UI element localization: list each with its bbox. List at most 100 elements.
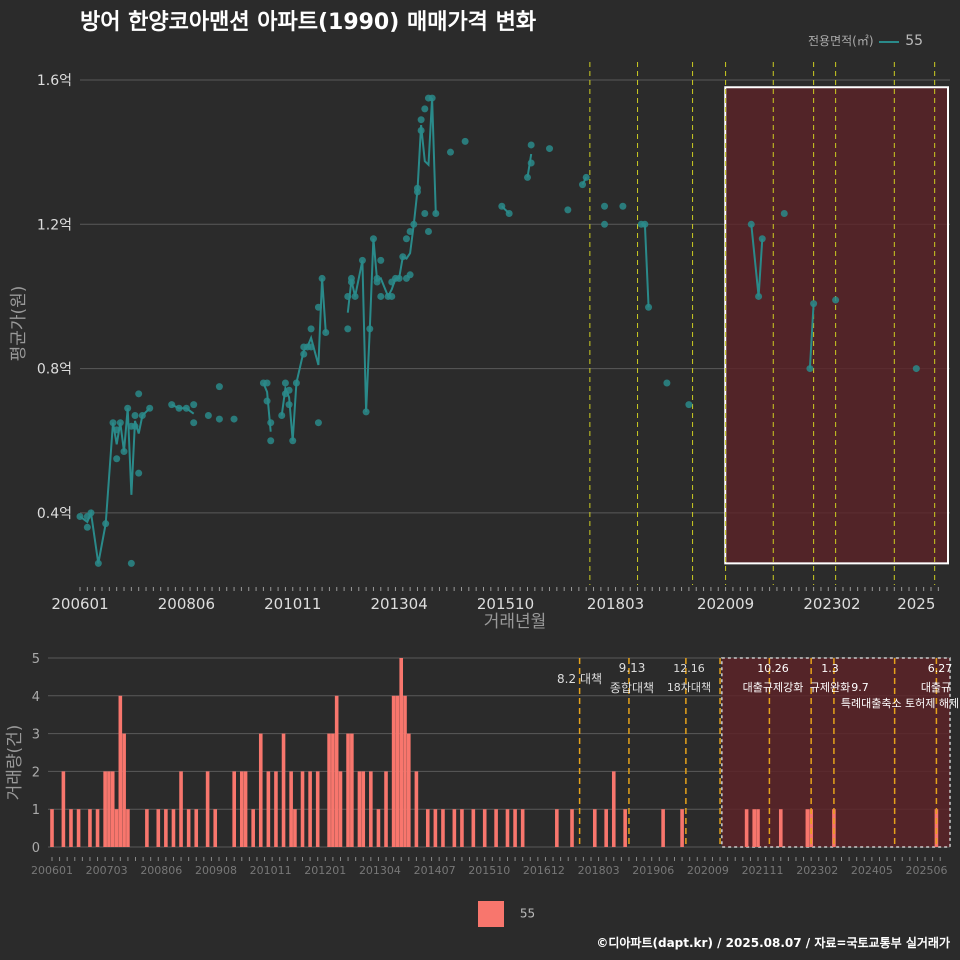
y-tick-label: 1.2억 <box>37 217 72 233</box>
volume-bar <box>592 809 597 847</box>
x-tick-label-bottom: 201407 <box>414 864 456 877</box>
legend-top: 전용면적(㎡) 55 <box>808 32 923 49</box>
price-point <box>601 220 609 228</box>
price-point <box>388 292 396 300</box>
volume-bar <box>251 809 255 847</box>
price-point <box>135 469 143 477</box>
price-point <box>406 228 414 236</box>
price-point <box>289 437 297 445</box>
volume-bar <box>213 809 218 847</box>
volume-bar <box>680 809 684 847</box>
x-tick-label: 201011 <box>264 595 321 613</box>
annotation-date: 6.27 <box>928 662 953 675</box>
volume-bar <box>300 771 305 847</box>
price-point <box>351 292 359 300</box>
x-tick-label: 201510 <box>477 595 534 613</box>
volume-bar <box>76 809 81 847</box>
annotation-date: 9.7 <box>851 681 869 694</box>
price-point <box>135 390 143 398</box>
x-tick-label-bottom: 201304 <box>359 864 401 877</box>
volume-bar <box>425 809 430 847</box>
price-point <box>278 411 286 419</box>
volume-bar <box>205 771 210 847</box>
y-tick-label: 0.4억 <box>37 506 72 522</box>
x-tick-label-bottom: 200908 <box>195 864 237 877</box>
price-point <box>377 292 385 300</box>
price-point <box>810 300 818 308</box>
price-point <box>747 220 755 228</box>
annotation-date: 10.26 <box>757 662 789 675</box>
legend-top-title: 전용면적(㎡) <box>808 34 874 48</box>
price-point <box>307 343 315 351</box>
volume-bar <box>334 695 339 847</box>
legend-line-swatch <box>879 40 900 43</box>
volume-bar <box>69 809 73 847</box>
volume-bar <box>126 809 130 847</box>
price-point <box>369 235 377 243</box>
volume-bar <box>482 809 487 847</box>
price-point <box>263 397 271 405</box>
x-tick-label: 201803 <box>587 595 644 613</box>
price-point <box>402 235 410 243</box>
price-point <box>94 559 102 567</box>
price-point <box>281 379 289 387</box>
price-point <box>428 94 436 102</box>
price-point <box>527 141 535 149</box>
price-point <box>498 202 506 210</box>
volume-bar <box>391 695 396 847</box>
price-point <box>322 329 330 337</box>
price-point <box>113 426 121 434</box>
volume-bar <box>369 771 373 847</box>
annotation-date: 12.16 <box>673 662 705 675</box>
volume-bar <box>520 809 525 847</box>
x-tick-label-bottom: 201612 <box>523 864 565 877</box>
price-point <box>120 448 128 456</box>
price-point <box>524 173 532 181</box>
volume-bar <box>118 695 123 847</box>
volume-bar <box>433 809 438 847</box>
x-tick-label-bottom: 201906 <box>632 864 674 877</box>
annotation-label: 대출규 <box>921 681 951 694</box>
price-point <box>138 411 146 419</box>
price-point <box>645 303 653 311</box>
y-tick-label: 0.8억 <box>37 362 72 378</box>
x-tick-label-bottom: 201510 <box>468 864 510 877</box>
volume-bar <box>281 733 286 847</box>
x-tick-label-bottom: 202506 <box>906 864 948 877</box>
price-point <box>102 520 110 528</box>
footer-source: ©디아파트(dapt.kr) / 2025.08.07 / 자료=국토교통부 실… <box>596 936 950 950</box>
price-point <box>131 411 139 419</box>
price-point <box>113 455 121 463</box>
y-tick-label: 1.6억 <box>37 73 72 89</box>
price-point <box>579 181 587 189</box>
price-point <box>421 209 429 217</box>
volume-bar <box>179 771 183 847</box>
price-point <box>314 419 322 427</box>
x-tick-label: 200601 <box>51 595 108 613</box>
chart-title: 방어 한양코아맨션 아파트(1990) 매매가격 변화 <box>80 10 537 35</box>
y-tick-label-bottom: 5 <box>32 652 40 667</box>
volume-bar <box>346 733 350 847</box>
volume-bar <box>505 809 510 847</box>
volume-bar <box>95 809 100 847</box>
price-point <box>410 220 418 228</box>
volume-bar <box>460 809 464 847</box>
x-tick-label-bottom: 202405 <box>851 864 893 877</box>
highlight-region <box>724 86 949 565</box>
price-point <box>912 365 920 373</box>
volume-bar <box>308 771 312 847</box>
price-point <box>109 419 117 427</box>
price-point <box>230 415 238 423</box>
annotation-date: 1.3 <box>821 662 839 675</box>
volume-bar <box>407 733 411 847</box>
volume-bar <box>243 771 248 847</box>
price-point <box>582 173 590 181</box>
volume-bar <box>623 809 627 847</box>
volume-bar <box>274 771 278 847</box>
volume-bar <box>88 809 92 847</box>
x-tick-label-bottom: 200806 <box>140 864 182 877</box>
volume-bar <box>266 771 271 847</box>
volume-bar <box>494 809 498 847</box>
volume-bar <box>471 809 476 847</box>
x-tick-label-bottom: 202111 <box>742 864 784 877</box>
